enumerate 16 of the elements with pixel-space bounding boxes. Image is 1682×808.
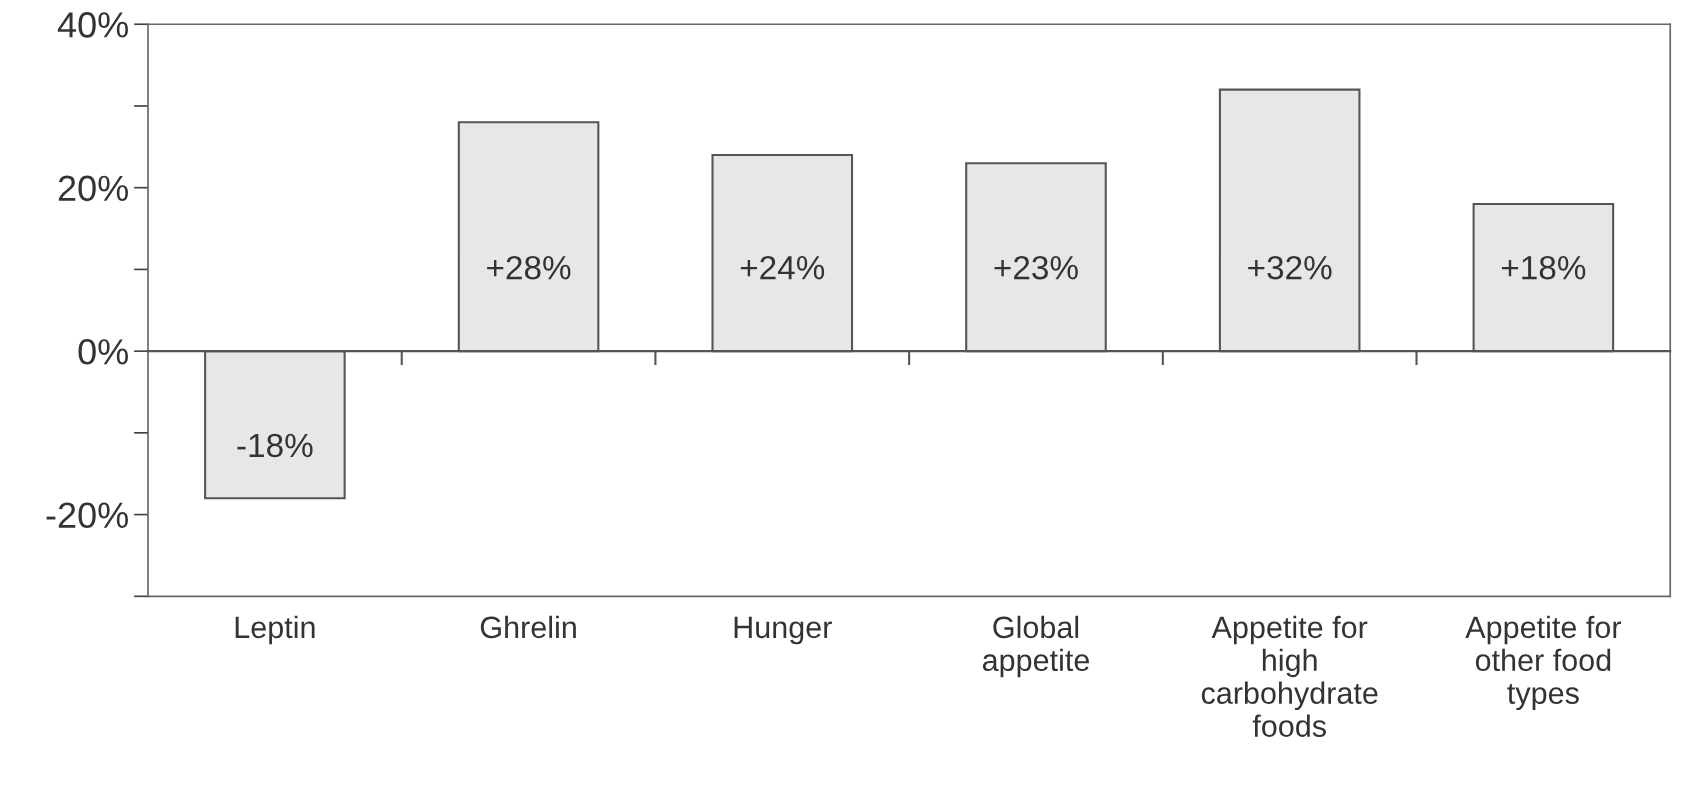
data-label: +32% xyxy=(1248,255,1332,280)
y-tick-label: 20% xyxy=(58,175,128,202)
x-tick-label: Hunger xyxy=(734,616,832,645)
y-tick-label: 0% xyxy=(78,339,128,365)
x-tick-label: Leptin xyxy=(235,615,315,645)
x-tick-label: Appetite for high carbohydrate foods xyxy=(1201,615,1378,737)
data-label: +24% xyxy=(740,255,825,280)
x-tick-label: Ghrelin xyxy=(480,615,576,639)
data-label: +18% xyxy=(1501,255,1586,280)
x-tick-label: Appetite for other food types xyxy=(1465,615,1622,711)
y-tick-label: -20% xyxy=(46,502,128,529)
x-tick-label: Global appetite xyxy=(982,615,1089,678)
y-tick-label: 40% xyxy=(57,12,128,38)
data-label: -18% xyxy=(237,433,313,458)
data-label: +28% xyxy=(487,255,571,280)
data-label: +23% xyxy=(994,255,1078,280)
